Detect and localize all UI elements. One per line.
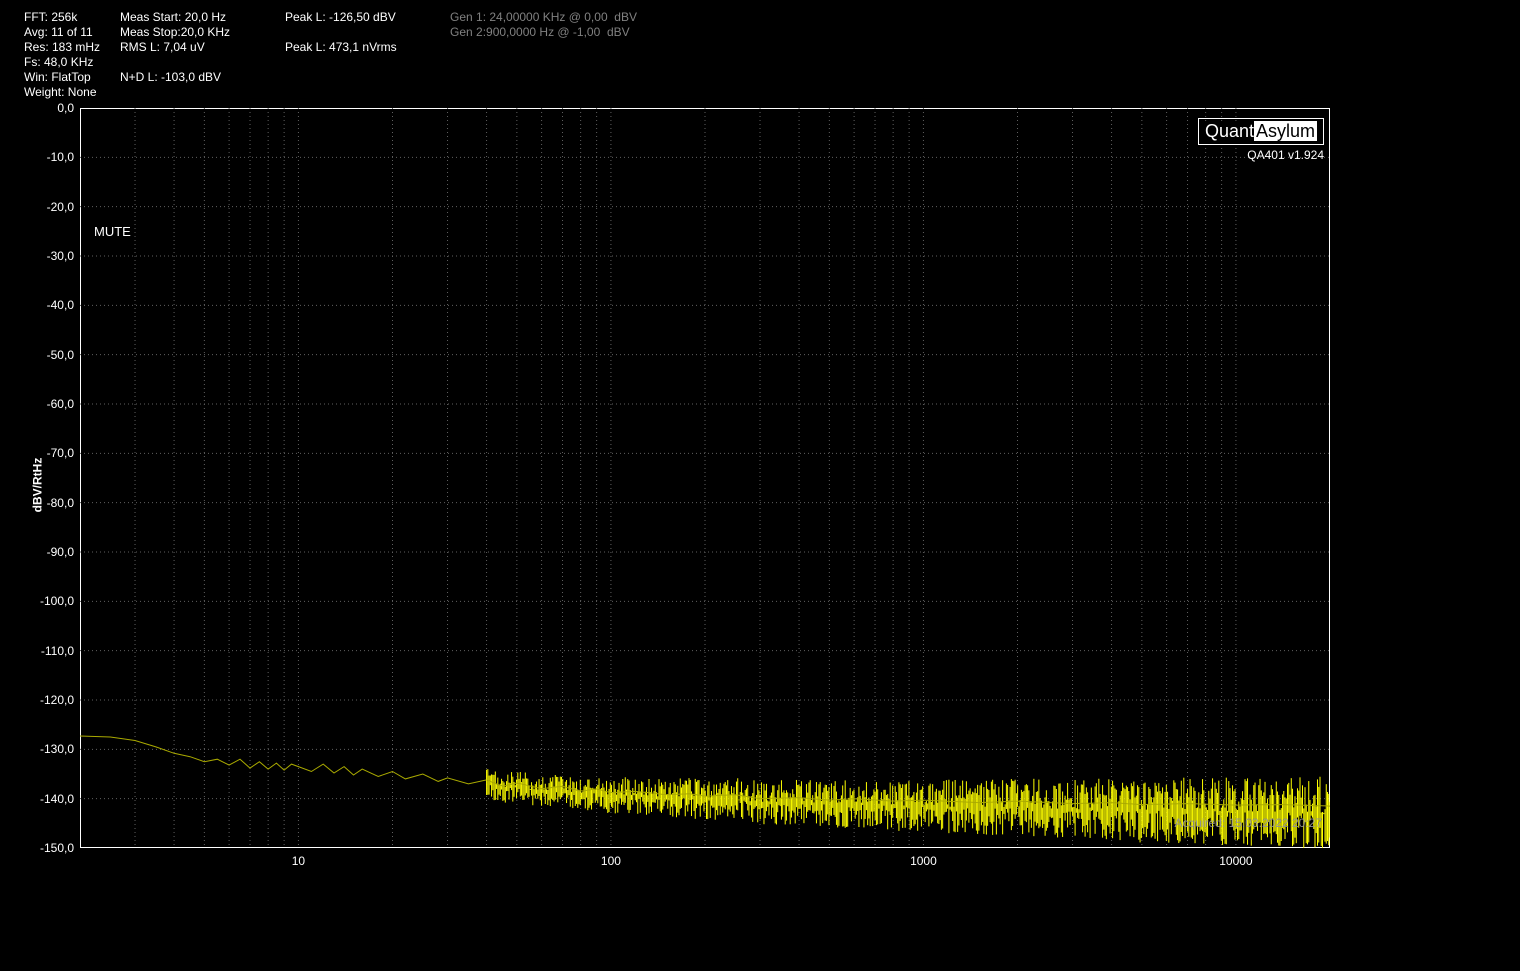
x-tick-label: 1000 <box>910 854 937 868</box>
y-tick-label: -120,0 <box>24 693 74 707</box>
y-tick-label: 0,0 <box>24 101 74 115</box>
x-tick-label: 10000 <box>1219 854 1252 868</box>
spectrum-plot: QuantAsylum QA401 v1.924 MUTE Acquired: … <box>80 108 1330 848</box>
y-tick-label: -10,0 <box>24 150 74 164</box>
info-column-peak: Peak L: -126,50 dBV Peak L: 473,1 nVrms <box>285 10 397 55</box>
logo-quant: Quant <box>1205 121 1254 141</box>
logo-asylum: Asylum <box>1254 121 1317 141</box>
info-column-fft: FFT: 256k Avg: 11 of 11 Res: 183 mHz Fs:… <box>24 10 100 100</box>
y-tick-label: -150,0 <box>24 841 74 855</box>
y-tick-label: -100,0 <box>24 594 74 608</box>
mute-label: MUTE <box>94 224 131 239</box>
y-tick-label: -140,0 <box>24 792 74 806</box>
plot-svg <box>80 108 1330 848</box>
y-tick-label: -130,0 <box>24 742 74 756</box>
y-tick-label: -50,0 <box>24 348 74 362</box>
info-column-meas: Meas Start: 20,0 Hz Meas Stop:20,0 KHz R… <box>120 10 230 85</box>
y-tick-label: -20,0 <box>24 200 74 214</box>
y-tick-label: -70,0 <box>24 446 74 460</box>
y-tick-label: -110,0 <box>24 644 74 658</box>
brand-logo: QuantAsylum <box>1198 118 1324 145</box>
acquired-timestamp: Acquired: 15.03.2022 20:27 <box>1175 816 1322 830</box>
y-tick-label: -40,0 <box>24 298 74 312</box>
x-tick-label: 10 <box>292 854 305 868</box>
x-tick-label: 100 <box>601 854 621 868</box>
y-tick-label: -60,0 <box>24 397 74 411</box>
y-tick-label: -90,0 <box>24 545 74 559</box>
y-tick-label: -30,0 <box>24 249 74 263</box>
device-version-label: QA401 v1.924 <box>1247 148 1324 162</box>
info-column-generators: Gen 1: 24,00000 KHz @ 0,00 dBV Gen 2:900… <box>450 10 637 40</box>
y-tick-label: -80,0 <box>24 496 74 510</box>
